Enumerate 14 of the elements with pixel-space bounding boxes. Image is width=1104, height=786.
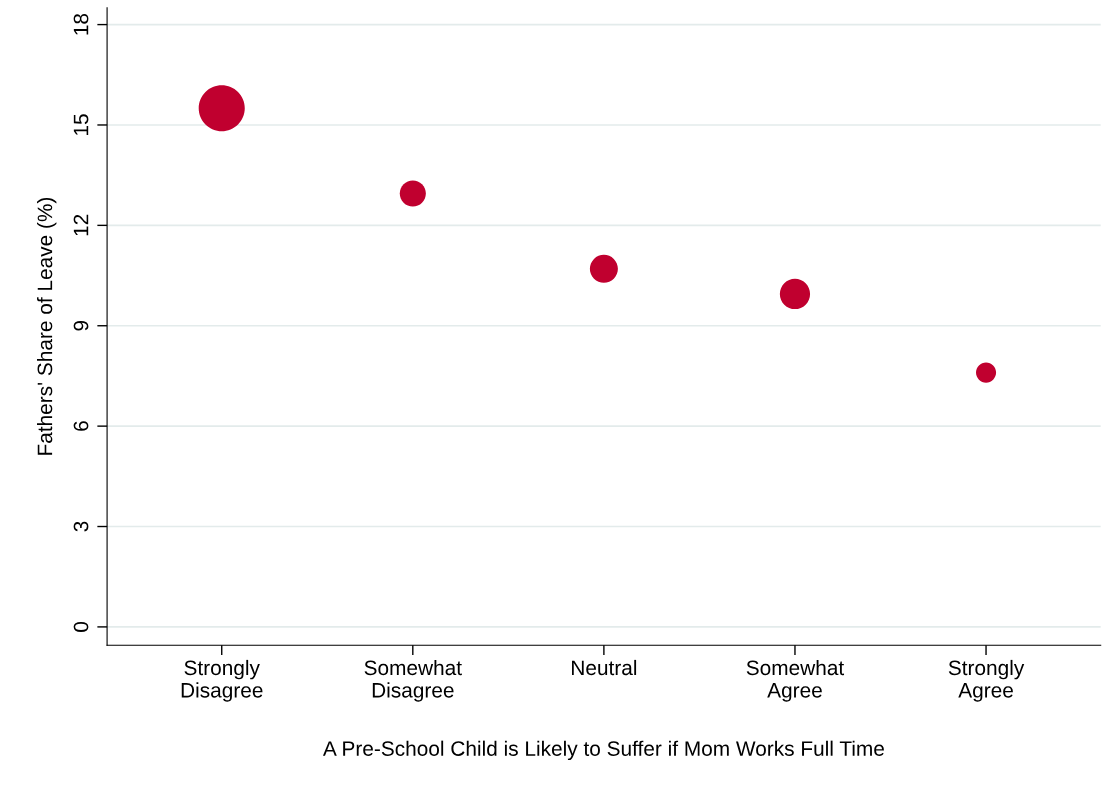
- x-tick-label: Neutral: [572, 659, 637, 676]
- x-tick-label: Strongly Disagree: [181, 659, 263, 702]
- x-tick-label: Somewhat Agree: [746, 659, 845, 702]
- y-tick-label: 6: [73, 421, 89, 431]
- x-tick-label: Somewhat Disagree: [364, 659, 462, 702]
- x-axis-title: A Pre-School Child is Likely to Suffer if Mom Works Full Time: [322, 740, 884, 761]
- y-axis-title: Fathers' Share of Leave (%): [37, 197, 57, 455]
- y-tick-label: 3: [73, 521, 89, 532]
- y-tick-label: 12: [73, 214, 89, 236]
- y-tick-label: 15: [73, 114, 89, 135]
- x-tick-label: Strongly Agree: [948, 659, 1025, 702]
- y-tick-label: 0: [73, 621, 89, 632]
- y-tick-label: 18: [73, 13, 89, 35]
- y-tick-label: 9: [73, 320, 89, 331]
